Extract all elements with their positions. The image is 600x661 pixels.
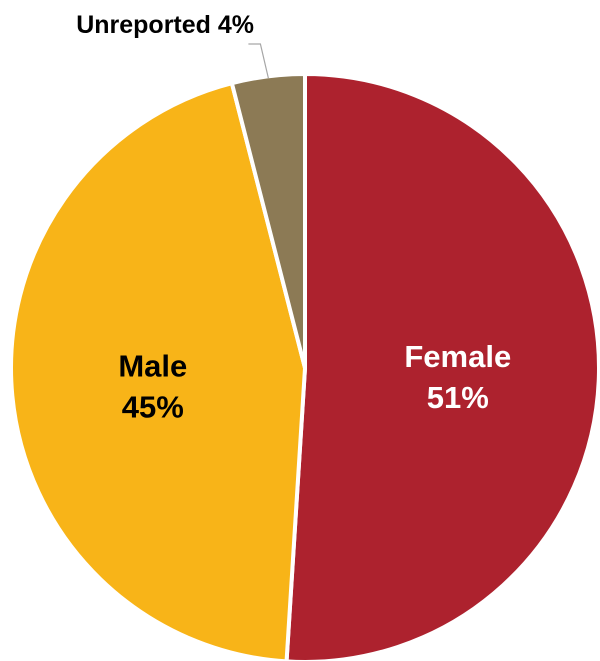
pie-label-female: Female 51%	[404, 339, 511, 415]
pie-label-male: Male 45%	[118, 348, 187, 424]
pie-label-percent: 51%	[427, 380, 489, 415]
pie-label-category: Female	[404, 339, 511, 374]
pie-slice-male	[9, 81, 307, 661]
pie-label-category: Male	[118, 348, 187, 383]
leader-lines	[248, 43, 269, 79]
pie-slices	[9, 72, 600, 661]
pie-labels: Female 51% Male 45% Unreported 4%	[76, 11, 511, 424]
pie-label-unreported: Unreported 4%	[76, 11, 254, 39]
pie-slice-female	[284, 72, 600, 661]
pie-label-percent: 45%	[122, 389, 184, 424]
leader-line-unreported	[248, 43, 269, 79]
